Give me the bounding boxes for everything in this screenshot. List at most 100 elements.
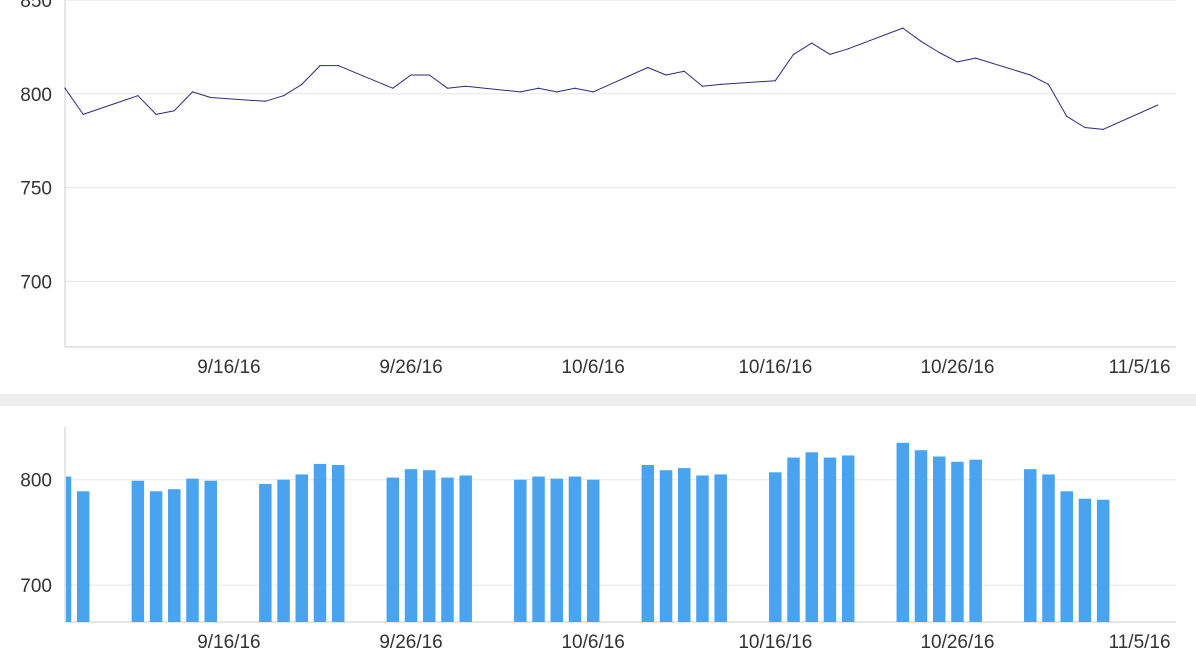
volume-bar <box>186 478 199 622</box>
line-point <box>173 110 175 112</box>
x-tick-label: 9/26/16 <box>379 632 442 653</box>
line-point <box>519 91 521 93</box>
x-tick-label: 10/16/16 <box>738 632 812 653</box>
volume-bar <box>787 457 800 622</box>
line-point <box>920 40 922 42</box>
panel-separator <box>0 394 1196 406</box>
volume-bar <box>932 456 946 622</box>
volume-bar <box>514 479 527 622</box>
line-point <box>210 96 212 99</box>
volume-bar <box>168 489 181 622</box>
volume-bar <box>1060 491 1073 622</box>
volume-bar <box>459 475 472 622</box>
line-point <box>155 113 157 116</box>
volume-bar <box>586 479 600 622</box>
line-point <box>647 66 649 69</box>
volume-bar <box>951 461 964 622</box>
y-tick-label: 850 <box>20 0 52 12</box>
x-tick-label: 11/5/16 <box>1109 632 1171 653</box>
x-tick-label: 10/26/16 <box>920 357 994 378</box>
bar-chart-panel: 700 800 9/16/16 9/26/16 10/6/16 10/16/16 10/26… <box>20 427 1176 653</box>
volume-bar <box>1078 498 1092 622</box>
line-point <box>1102 128 1104 131</box>
volume-bar <box>259 483 272 622</box>
line-point <box>264 100 266 102</box>
line-point <box>1084 126 1086 129</box>
line-point <box>902 27 904 29</box>
price-line <box>64 27 1159 130</box>
volume-bar <box>1024 469 1037 622</box>
y-tick-label: 700 <box>20 576 52 597</box>
line-point <box>938 51 940 54</box>
line-point <box>792 53 795 55</box>
volume-bar <box>386 477 400 622</box>
line-point <box>774 80 776 82</box>
x-tick-label: 10/6/16 <box>561 632 624 653</box>
line-point <box>665 74 667 76</box>
volume-bar <box>1042 474 1055 622</box>
line-point <box>337 65 339 67</box>
volume-bar <box>568 476 582 622</box>
x-tick-label: 11/5/16 <box>1109 357 1171 378</box>
line-point <box>811 42 813 44</box>
line-point <box>82 113 84 116</box>
line-point <box>191 91 194 93</box>
line-chart-panel: 700 750 800 850 9/16/16 9/26/16 10/6/16 10/16/1… <box>20 0 1176 378</box>
volume-bar <box>441 477 454 622</box>
line-point <box>720 83 722 86</box>
volume-bar <box>404 469 418 622</box>
line-point <box>137 95 139 97</box>
line-point <box>956 61 959 63</box>
volume-bar <box>805 452 818 622</box>
line-point <box>446 87 449 89</box>
x-tick-label: 9/16/16 <box>197 632 260 653</box>
volume-bar <box>423 470 436 622</box>
y-tick-label: 750 <box>20 179 52 200</box>
x-tick-label: 10/16/16 <box>738 357 812 378</box>
line-point <box>1157 104 1159 106</box>
volume-bar <box>277 479 290 622</box>
volume-bar <box>532 476 545 622</box>
volume-bar <box>677 468 691 622</box>
line-point <box>701 85 704 87</box>
line-point <box>64 87 66 89</box>
line-point <box>847 48 849 50</box>
line-point <box>829 53 831 55</box>
line-point <box>282 95 285 97</box>
volume-bar <box>659 470 673 622</box>
line-point <box>319 65 321 67</box>
volume-bar <box>969 459 982 622</box>
x-tick-label: 9/16/16 <box>197 357 260 378</box>
volume-bar <box>696 475 709 622</box>
volume-bar <box>641 464 655 622</box>
volume-bar <box>714 474 727 622</box>
line-point <box>537 87 540 89</box>
y-tick-label: 800 <box>20 85 52 106</box>
line-point <box>556 91 558 93</box>
line-point <box>465 85 467 87</box>
volume-bar <box>896 442 910 622</box>
volume-bar <box>295 474 309 622</box>
volume-bar <box>76 491 90 622</box>
volume-bar <box>914 450 928 622</box>
line-point <box>574 87 576 89</box>
line-point <box>1066 115 1068 117</box>
volume-bar <box>204 480 217 622</box>
x-tick-label: 10/26/16 <box>920 632 994 653</box>
line-point <box>392 87 394 89</box>
line-point <box>592 91 594 93</box>
volume-bar <box>149 491 163 622</box>
volume-bar <box>823 457 837 622</box>
y-tick-label: 700 <box>20 272 52 293</box>
volume-bar <box>769 472 782 622</box>
line-point <box>410 74 412 76</box>
x-tick-label: 10/6/16 <box>561 357 624 378</box>
line-point <box>1029 74 1031 76</box>
volume-bar <box>331 464 345 622</box>
volume-bar <box>66 476 72 622</box>
line-point <box>1047 83 1050 86</box>
volume-bar <box>1096 499 1110 622</box>
volume-bar <box>550 478 564 622</box>
line-point <box>301 83 303 86</box>
volume-bar <box>841 455 855 622</box>
